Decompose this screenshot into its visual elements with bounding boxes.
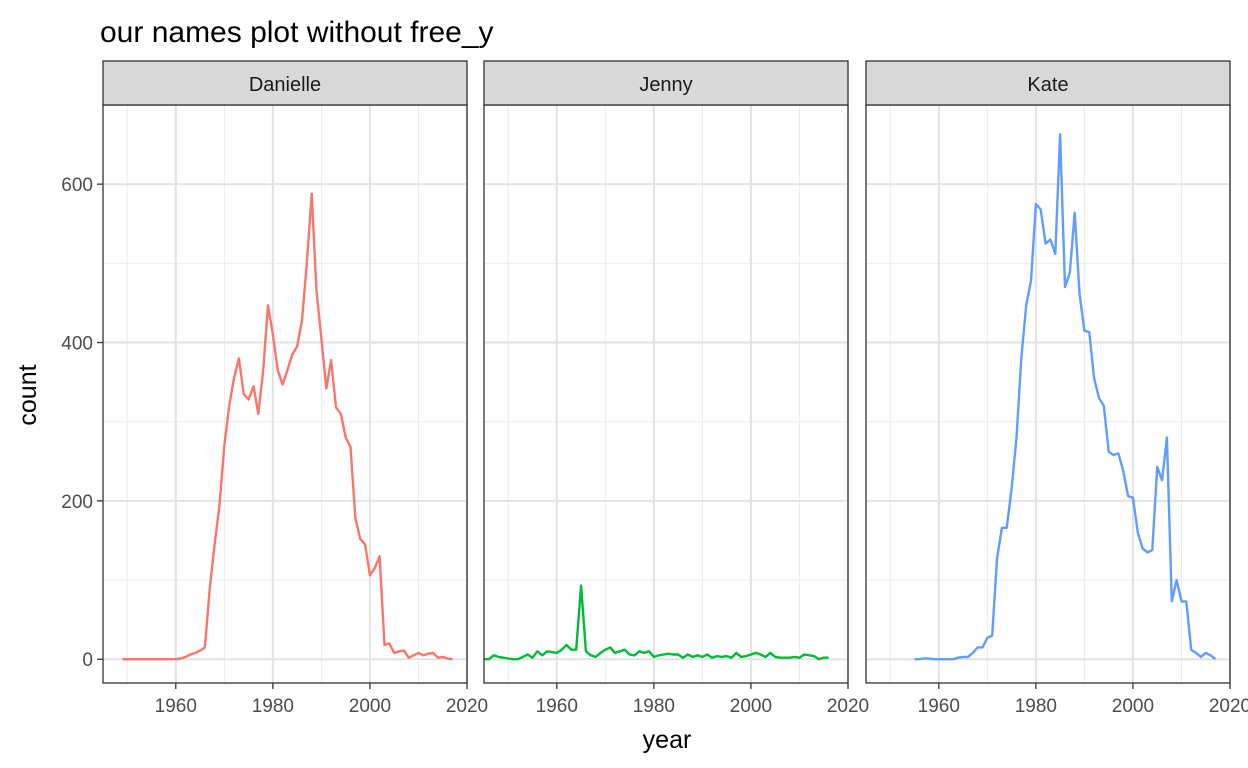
y-tick-label: 600: [61, 175, 93, 196]
facet-strip: [483, 60, 849, 106]
x-tick-label: 1960: [155, 696, 197, 717]
facet-strip-label: Jenny: [639, 74, 692, 96]
panel-background: [866, 105, 1230, 683]
y-tick-label: 0: [82, 650, 93, 671]
x-tick-label: 2020: [446, 696, 488, 717]
facet-strip-label: Danielle: [249, 74, 321, 96]
series-line-danielle: [122, 192, 453, 661]
panel-background: [103, 105, 467, 683]
x-tick-label: 2020: [1209, 696, 1248, 717]
x-tick-label: 2000: [730, 696, 772, 717]
facet-strip: [102, 60, 468, 106]
series-line-jenny: [484, 584, 829, 661]
facet-strip: [865, 60, 1231, 106]
x-tick-label: 2020: [827, 696, 869, 717]
x-tick-label: 2000: [1112, 696, 1154, 717]
y-tick-label: 200: [61, 492, 93, 513]
x-tick-label: 2000: [349, 696, 391, 717]
x-tick-label: 1960: [918, 696, 960, 717]
facet-panel-jenny: Jenny 1960 1980 2000 2020: [483, 60, 869, 717]
x-tick-label: 1980: [633, 696, 675, 717]
chart-title: our names plot without free_y: [100, 16, 494, 49]
x-tick-label: 1980: [1015, 696, 1057, 717]
series-line-kate: [914, 133, 1217, 661]
x-tick-label: 1960: [536, 696, 578, 717]
panel-background: [484, 105, 848, 683]
y-tick-label: 400: [61, 334, 93, 355]
facet-panel-danielle: Danielle 1960 1980 2000 2020 0 200 400 600: [61, 60, 488, 717]
facet-strip-label: Kate: [1027, 74, 1068, 96]
x-tick-label: 1980: [252, 696, 294, 717]
facet-panel-kate: Kate 1960 1980 2000 2020: [865, 60, 1248, 717]
y-axis-title: count: [14, 364, 42, 425]
x-axis-title: year: [643, 726, 692, 754]
